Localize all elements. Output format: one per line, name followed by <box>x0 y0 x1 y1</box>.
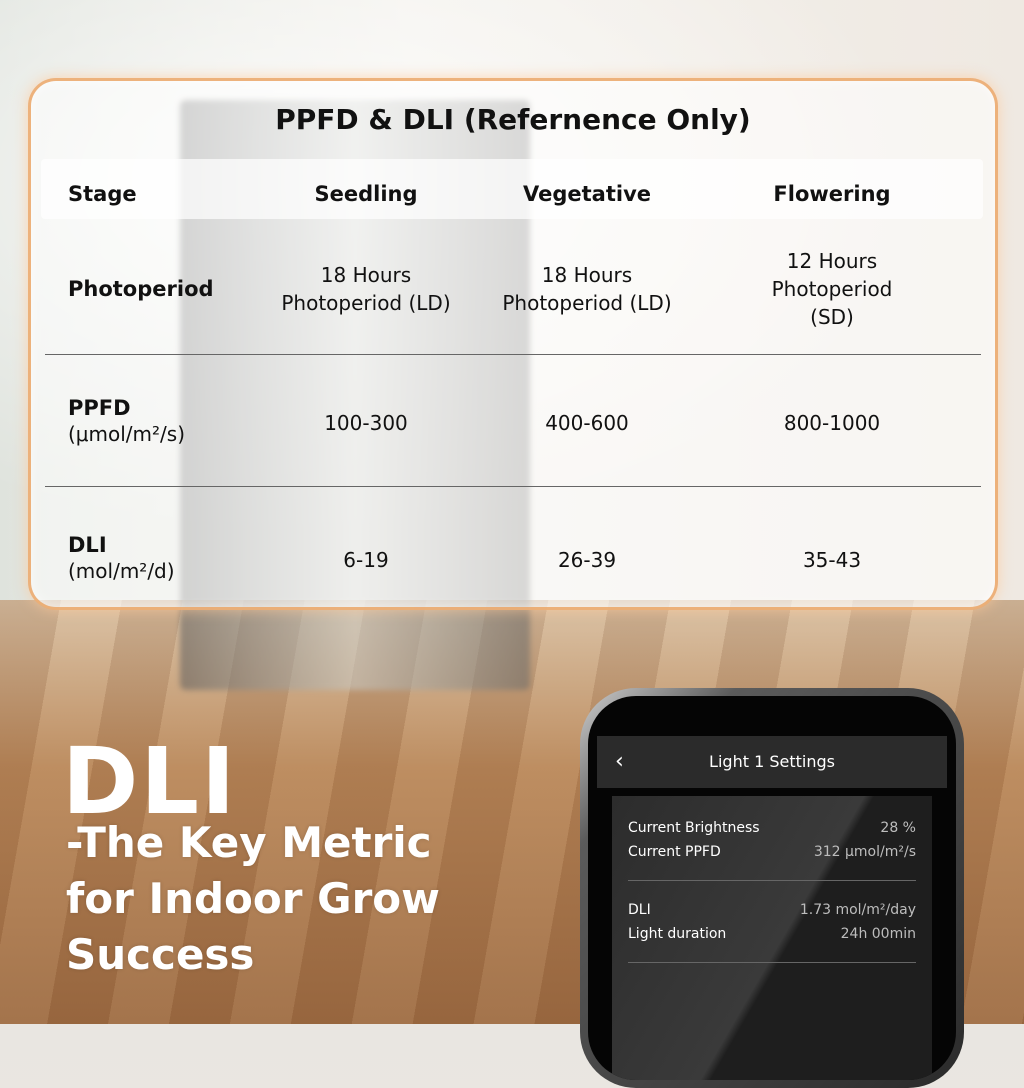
table-title: PPFD & DLI (Refernence Only) <box>275 103 751 136</box>
row-label-dli: DLI (mol/m²/d) <box>68 533 175 583</box>
phone-screen: ‹ Light 1 Settings Current Brightness 28 … <box>588 696 956 1080</box>
row-label-photoperiod: Photoperiod <box>68 277 214 301</box>
row-divider <box>45 354 981 355</box>
settings-card: Current Brightness 28 % Current PPFD 312 μ… <box>612 796 932 1080</box>
table-cell: 100-300 <box>324 411 408 435</box>
table-cell: 400-600 <box>545 411 629 435</box>
row-divider <box>45 486 981 487</box>
table-cell: 18 Hours Photoperiod (LD) <box>502 263 672 315</box>
header-stage: Stage <box>68 182 137 206</box>
header-vegetative: Vegetative <box>523 182 651 206</box>
table-cell: 26-39 <box>557 548 617 572</box>
phone-header: ‹ Light 1 Settings <box>597 736 947 788</box>
headline-dli: DLI <box>62 728 238 835</box>
table-cell: 35-43 <box>802 548 862 572</box>
table-cell: 12 Hours Photoperiod (SD) <box>771 249 893 329</box>
phone-mockup: ‹ Light 1 Settings Current Brightness 28 … <box>580 688 964 1088</box>
chevron-left-icon[interactable]: ‹ <box>615 749 624 774</box>
divider <box>628 962 916 963</box>
table-cell: 18 Hours Photoperiod (LD) <box>281 263 451 315</box>
setting-row: Current Brightness 28 % <box>628 820 916 836</box>
table-header-row <box>41 159 983 219</box>
reference-table-card: PPFD & DLI (Refernence Only) Stage Seedl… <box>28 78 998 610</box>
phone-title: Light 1 Settings <box>709 752 835 771</box>
setting-row: Light duration 24h 00min <box>628 926 916 942</box>
header-flowering: Flowering <box>773 182 891 206</box>
divider <box>628 880 916 881</box>
table-cell: 6-19 <box>343 548 389 572</box>
setting-row: DLI 1.73 mol/m²/day <box>628 902 916 918</box>
row-label-ppfd: PPFD (μmol/m²/s) <box>68 396 186 446</box>
setting-row: Current PPFD 312 μmol/m²/s <box>628 844 916 860</box>
headline-subtitle: -The Key Metric for Indoor Grow Success <box>66 818 440 979</box>
header-seedling: Seedling <box>314 182 418 206</box>
table-cell: 800-1000 <box>783 411 881 435</box>
